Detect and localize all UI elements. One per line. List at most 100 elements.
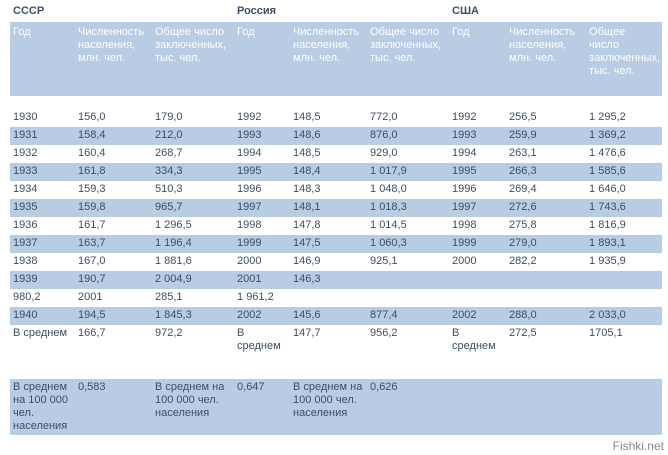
table-cell: 1 585,6 <box>586 163 663 181</box>
country-header-row: СССР Россия США <box>10 5 662 22</box>
table-cell: 263,1 <box>506 145 587 163</box>
watermark-logo: Fishki.net <box>612 439 664 453</box>
average-cell: 1705,1 <box>586 325 663 369</box>
table-cell: 1 743,6 <box>586 199 663 217</box>
table-cell: 1994 <box>449 145 507 163</box>
table-cell <box>449 271 507 289</box>
table-row: 1931 158,4 212,0 1993 148,6 876,0 1993 259,9 1 3… <box>10 127 663 145</box>
table-cell: 1992 <box>234 109 291 127</box>
table-cell: 1935 <box>10 199 75 217</box>
per-100k-row: В среднем на 100 000 чел. населения 0,58… <box>10 379 663 435</box>
table-cell: 2001 <box>75 289 152 307</box>
table-cell: 148,6 <box>290 127 368 145</box>
table-cell: 272,6 <box>506 199 587 217</box>
table-cell: 179,0 <box>152 109 235 127</box>
table-cell: 148,5 <box>290 109 368 127</box>
table-row: 1934 159,3 510,3 1996 148,3 1 048,0 1996 269,4 1… <box>10 181 663 199</box>
table-cell: 282,2 <box>506 253 587 271</box>
spacer-cell <box>10 96 663 109</box>
table-cell: 1936 <box>10 217 75 235</box>
country-russia: Россия <box>237 5 277 17</box>
table-cell: 147,5 <box>290 235 368 253</box>
table-cell: 876,0 <box>367 127 450 145</box>
per-100k-label: В среднем на 100 000 чел. населения <box>290 379 368 435</box>
table-cell: 269,4 <box>506 181 587 199</box>
table-cell: 1939 <box>10 271 75 289</box>
table-cell: 159,8 <box>75 199 152 217</box>
table-cell: 146,9 <box>290 253 368 271</box>
table-cell: 148,4 <box>290 163 368 181</box>
table-cell: 1 369,2 <box>586 127 663 145</box>
table-row: 1930 156,0 179,0 1992 148,5 772,0 1992 256,5 1 2… <box>10 109 663 127</box>
table-cell: 1995 <box>449 163 507 181</box>
per-100k-value: 0,647 <box>234 379 291 435</box>
spacer-row <box>10 96 663 109</box>
table-cell: 268,7 <box>152 145 235 163</box>
table-cell: 1997 <box>234 199 291 217</box>
gap-cell <box>10 369 663 379</box>
table-cell: 1933 <box>10 163 75 181</box>
per-100k-value: 0,626 <box>367 379 450 435</box>
table-cell: 161,7 <box>75 217 152 235</box>
table-row: 1937 163,7 1 196,4 1999 147,5 1 060,3 1999 279,… <box>10 235 663 253</box>
table-row: 1940 194,5 1 845,3 2002 145,6 877,4 2002 288,0 2… <box>10 307 663 325</box>
table-cell <box>586 271 663 289</box>
header-population-ussr: Численность населения, млн. чел. <box>75 22 152 96</box>
average-cell: В среднем <box>10 325 75 369</box>
per-100k-empty <box>586 379 663 435</box>
table-cell: 194,5 <box>75 307 152 325</box>
country-usa: США <box>452 5 479 17</box>
table-cell: 2000 <box>234 253 291 271</box>
table-cell: 1995 <box>234 163 291 181</box>
table-cell: 980,2 <box>10 289 75 307</box>
table-cell: 147,8 <box>290 217 368 235</box>
header-population-russia: Численность населения, млн. чел. <box>290 22 368 96</box>
table-cell: 148,3 <box>290 181 368 199</box>
table-cell: 2 004,9 <box>152 271 235 289</box>
table-cell: 259,9 <box>506 127 587 145</box>
average-cell: 166,7 <box>75 325 152 369</box>
table-cell: 1997 <box>449 199 507 217</box>
table-cell: 285,1 <box>152 289 235 307</box>
table-cell: 1932 <box>10 145 75 163</box>
table-cell: 158,4 <box>75 127 152 145</box>
header-prisoners-russia: Общее число заключенных, тыс. чел. <box>367 22 450 96</box>
table-cell: 212,0 <box>152 127 235 145</box>
per-100k-label: В среднем на 100 000 чел. населения <box>10 379 75 435</box>
table-cell: 1 048,0 <box>367 181 450 199</box>
table-cell: 2001 <box>234 271 291 289</box>
table-row: 1936 161,7 1 296,5 1998 147,8 1 014,5 1998 275,… <box>10 217 663 235</box>
table-cell: 925,1 <box>367 253 450 271</box>
table-cell: 1992 <box>449 109 507 127</box>
header-year-russia: Год <box>234 22 291 96</box>
table-cell: 256,5 <box>506 109 587 127</box>
table-cell: 148,5 <box>290 145 368 163</box>
table-cell: 1934 <box>10 181 75 199</box>
table-cell: 1999 <box>449 235 507 253</box>
table-cell <box>449 289 507 307</box>
table-cell: 1931 <box>10 127 75 145</box>
table-cell: 1993 <box>234 127 291 145</box>
table-cell: 334,3 <box>152 163 235 181</box>
average-cell: 272,5 <box>506 325 587 369</box>
table-cell <box>367 289 450 307</box>
table-cell: 929,0 <box>367 145 450 163</box>
table-cell: 1 014,5 <box>367 217 450 235</box>
table-cell: 148,1 <box>290 199 368 217</box>
table-cell: 1 018,3 <box>367 199 450 217</box>
table-cell: 772,0 <box>367 109 450 127</box>
per-100k-empty <box>449 379 507 435</box>
table-row: 980,2 2001 285,1 1 961,2 <box>10 289 663 307</box>
average-cell: В среднем <box>449 325 507 369</box>
table-cell: 1 961,2 <box>234 289 291 307</box>
per-100k-value: 0,583 <box>75 379 152 435</box>
table-cell: 2002 <box>449 307 507 325</box>
average-cell: В среднем <box>234 325 291 369</box>
table-cell: 1996 <box>234 181 291 199</box>
table-cell: 2002 <box>234 307 291 325</box>
gap-row <box>10 369 663 379</box>
header-population-usa: Численность населения, млн. чел. <box>506 22 587 96</box>
table-cell: 160,4 <box>75 145 152 163</box>
table-cell: 1930 <box>10 109 75 127</box>
table-cell: 1938 <box>10 253 75 271</box>
